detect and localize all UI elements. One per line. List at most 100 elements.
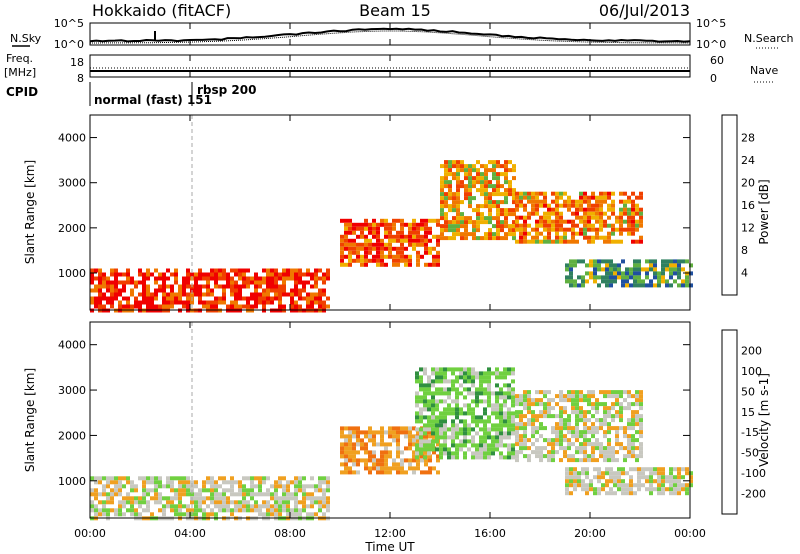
heatmap-cell: [440, 224, 444, 229]
heatmap-cell: [565, 487, 569, 492]
heatmap-cell: [515, 410, 519, 415]
heatmap-cell: [547, 410, 551, 415]
heatmap-cell: [262, 296, 266, 301]
heatmap-cell: [106, 288, 110, 293]
heatmap-cell: [511, 447, 515, 452]
heatmap-cell: [102, 508, 106, 513]
heatmap-cell: [202, 480, 206, 485]
heatmap-cell: [254, 296, 258, 301]
colorbar-frame: [721, 329, 738, 515]
heatmap-cell: [400, 246, 404, 251]
heatmap-cell: [629, 267, 633, 272]
heatmap-cell: [468, 232, 472, 237]
heatmap-cell: [452, 220, 456, 225]
heatmap-cell: [440, 212, 444, 217]
heatmap-cell: [404, 234, 408, 239]
heatmap-cell: [523, 446, 527, 451]
heatmap-cell: [206, 488, 210, 493]
heatmap-cell: [492, 204, 496, 209]
heatmap-cell: [154, 276, 158, 281]
heatmap-cell: [364, 450, 368, 455]
heatmap-cell: [511, 455, 515, 460]
heatmap-cell: [605, 483, 609, 488]
heatmap-cell: [637, 275, 641, 280]
heatmap-cell: [547, 390, 551, 395]
heatmap-cell: [512, 200, 516, 205]
heatmap-cell: [368, 230, 372, 235]
heatmap-cell: [130, 504, 134, 509]
heatmap-cell: [567, 422, 571, 427]
heatmap-cell: [595, 418, 599, 423]
heatmap-cell: [591, 207, 595, 212]
heatmap-cell: [388, 230, 392, 235]
heatmap-cell: [468, 216, 472, 221]
heatmap-cell: [609, 467, 613, 472]
heatmap-cell: [472, 196, 476, 201]
heatmap-cell: [404, 254, 408, 259]
heatmap-cell: [476, 180, 480, 185]
heatmap-cell: [344, 434, 348, 439]
heatmap-cell: [364, 430, 368, 435]
heatmap-cell: [599, 219, 603, 224]
heatmap-cell: [579, 430, 583, 435]
heatmap-cell: [571, 394, 575, 399]
heatmap-cell: [515, 394, 519, 399]
heatmap-cell: [266, 512, 270, 517]
heatmap-cell: [388, 246, 392, 251]
heatmap-cell: [126, 272, 130, 277]
heatmap-cell: [392, 458, 396, 463]
heatmap-cell: [575, 203, 579, 208]
heatmap-cell: [166, 476, 170, 481]
heatmap-cell: [102, 276, 106, 281]
heatmap-cell: [627, 442, 631, 447]
heatmap-cell: [376, 262, 380, 267]
heatmap-cell: [294, 276, 298, 281]
heatmap-cell: [459, 443, 463, 448]
heatmap-cell: [198, 488, 202, 493]
heatmap-cell: [130, 280, 134, 285]
heatmap-cell: [282, 288, 286, 293]
heatmap-cell: [601, 483, 605, 488]
heatmap-cell: [653, 267, 657, 272]
heatmap-cell: [408, 222, 412, 227]
heatmap-cell: [90, 280, 94, 285]
heatmap-cell: [577, 283, 581, 288]
heatmap-cell: [126, 280, 130, 285]
heatmap-cell: [623, 203, 627, 208]
heatmap-cell: [471, 379, 475, 384]
heatmap-cell: [456, 160, 460, 165]
heatmap-cell: [222, 500, 226, 505]
freq-label-line2: [MHz]: [4, 66, 36, 79]
heatmap-cell: [226, 504, 230, 509]
heatmap-cell: [503, 399, 507, 404]
heatmap-cell: [639, 414, 643, 419]
heatmap-cell: [629, 491, 633, 496]
heatmap-cell: [142, 492, 146, 497]
heatmap-cell: [471, 419, 475, 424]
heatmap-cell: [388, 234, 392, 239]
heatmap-cell: [154, 492, 158, 497]
heatmap-cell: [463, 423, 467, 428]
heatmap-cell: [669, 271, 673, 276]
heatmap-cell: [491, 403, 495, 408]
heatmap-cell: [266, 280, 270, 285]
heatmap-cell: [641, 267, 645, 272]
heatmap-cell: [226, 488, 230, 493]
heatmap-cell: [635, 207, 639, 212]
heatmap-cell: [609, 267, 613, 272]
heatmap-cell: [274, 284, 278, 289]
heatmap-cell: [170, 272, 174, 277]
heatmap-cell: [539, 215, 543, 220]
heatmap-cell: [605, 267, 609, 272]
heatmap-cell: [298, 480, 302, 485]
heatmap-cell: [601, 487, 605, 492]
heatmap-cell: [619, 191, 623, 196]
heatmap-cell: [451, 383, 455, 388]
heatmap-cell: [631, 227, 635, 232]
heatmap-cell: [274, 276, 278, 281]
heatmap-cell: [360, 430, 364, 435]
heatmap-cell: [214, 276, 218, 281]
heatmap-cell: [310, 292, 314, 297]
heatmap-cell: [609, 491, 613, 496]
heatmap-cell: [246, 500, 250, 505]
